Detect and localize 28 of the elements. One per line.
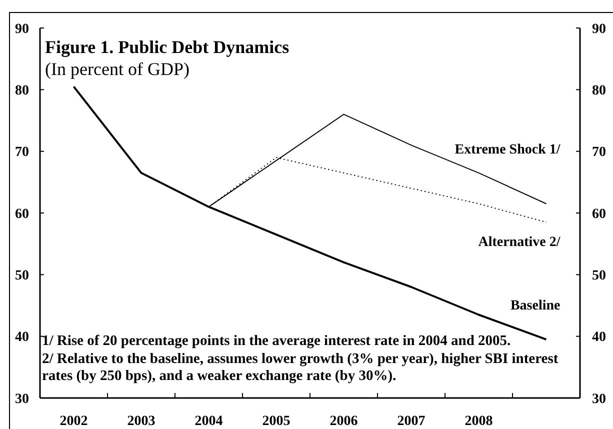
series-label: Alternative 2/ xyxy=(478,235,562,250)
y-tick-label: 40 xyxy=(15,330,29,346)
x-tick-label: 2004 xyxy=(194,414,223,429)
series-label: Extreme Shock 1/ xyxy=(454,142,562,158)
y-tick-label: 60 xyxy=(15,206,29,222)
x-tick-label: 2008 xyxy=(464,414,493,429)
annotation: 2/ Relative to the baseline, assumes lower growth (3% per year), higher SBI interest rates (by 250 bps), and a weaker exchange rate (by 30%). xyxy=(42,350,560,386)
y-tick-label: 30 xyxy=(15,392,29,407)
y2-tick-label: 40 xyxy=(592,330,606,346)
y2-tick-label: 70 xyxy=(592,145,606,160)
annotation: 1/ Rise of 20 percentage points in the average interest rate in 2004 and 2005. xyxy=(42,333,512,350)
y2-tick-label: 90 xyxy=(592,22,606,37)
text: Figure 1. Public Debt Dynamics xyxy=(45,36,290,58)
x-tick-label: 2002 xyxy=(60,414,88,429)
y2-tick-label: 60 xyxy=(592,206,606,222)
x-tick-label: 2006 xyxy=(330,414,358,429)
y-tick-label: 90 xyxy=(15,22,29,37)
x-tick-label: 2005 xyxy=(262,414,290,429)
text: (In percent of GDP) xyxy=(45,58,190,80)
y-tick-label: 80 xyxy=(15,84,29,99)
y2-tick-label: 30 xyxy=(592,392,606,407)
y2-tick-label: 50 xyxy=(592,268,606,284)
y-tick-label: 50 xyxy=(15,268,29,284)
series-label: Baseline xyxy=(510,298,560,314)
x-tick-label: 2007 xyxy=(397,414,426,429)
x-tick-label: 2003 xyxy=(127,414,156,429)
y-tick-label: 70 xyxy=(15,145,29,160)
y2-tick-label: 80 xyxy=(592,84,606,99)
